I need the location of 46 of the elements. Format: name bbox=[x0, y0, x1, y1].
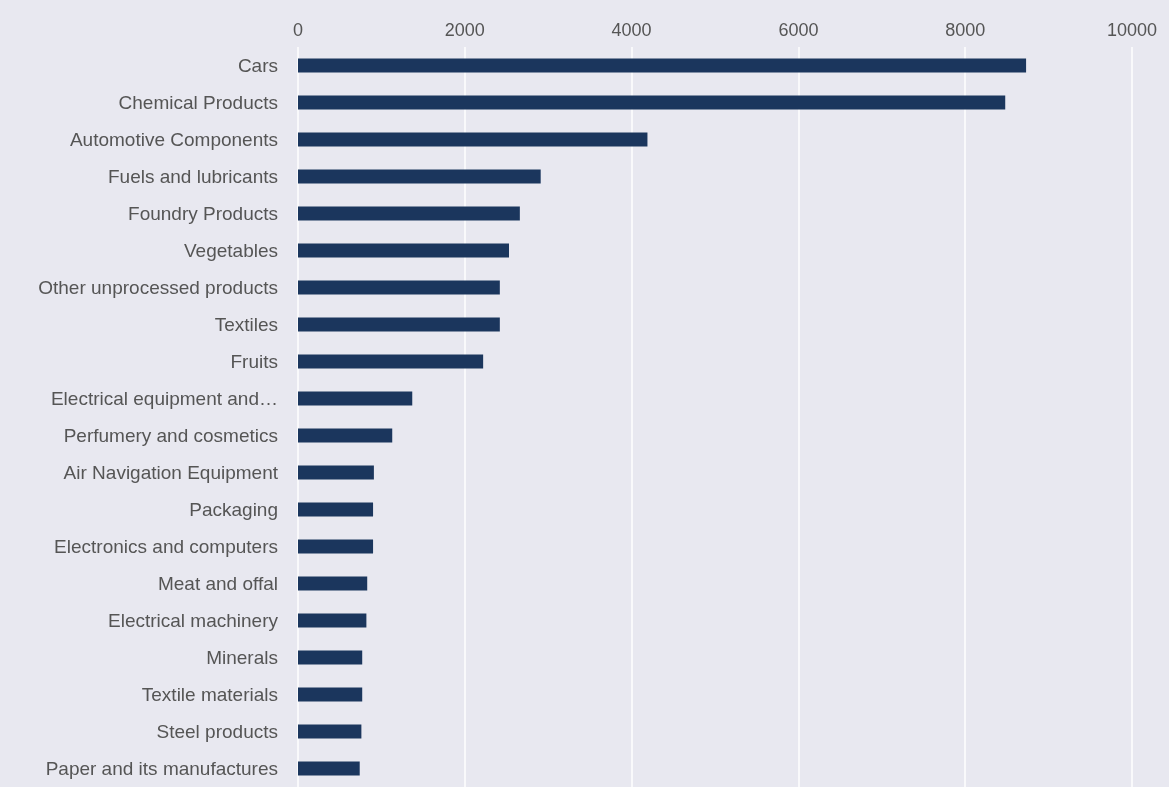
bar bbox=[298, 724, 362, 739]
bar bbox=[298, 650, 363, 665]
y-tick-label: Cars bbox=[237, 55, 278, 76]
y-tick-label: Minerals bbox=[206, 647, 278, 668]
y-tick-label: Vegetables bbox=[183, 240, 278, 261]
bar bbox=[298, 354, 484, 369]
y-tick-label: Other unprocessed products bbox=[38, 277, 278, 298]
x-tick-label: 0 bbox=[292, 20, 304, 40]
x-tick-label: 6000 bbox=[778, 20, 819, 40]
y-tick-label: Paper and its manufactures bbox=[45, 758, 278, 779]
y-tick-label: Fruits bbox=[230, 351, 278, 372]
bar bbox=[298, 687, 363, 702]
bar bbox=[298, 539, 374, 554]
y-tick-label: Textile materials bbox=[141, 684, 278, 705]
bar bbox=[298, 428, 393, 443]
y-tick-label: Electronics and computers bbox=[54, 536, 278, 557]
y-tick-label: Air Navigation Equipment bbox=[63, 462, 279, 483]
bar bbox=[298, 502, 374, 517]
x-tick-label: 2000 bbox=[444, 20, 485, 40]
bar bbox=[298, 280, 500, 295]
bar bbox=[298, 206, 520, 221]
y-tick-label: Automotive Components bbox=[69, 129, 278, 150]
y-tick-label: Fuels and lubricants bbox=[107, 166, 278, 187]
x-tick-label: 4000 bbox=[611, 20, 652, 40]
x-tick-label: 8000 bbox=[945, 20, 986, 40]
y-tick-label: Chemical Products bbox=[118, 92, 278, 113]
y-tick-label: Electrical equipment and… bbox=[50, 388, 278, 409]
bar bbox=[298, 576, 368, 591]
bar bbox=[298, 243, 509, 258]
y-tick-label: Steel products bbox=[156, 721, 278, 742]
bar bbox=[298, 613, 367, 628]
bar bbox=[298, 132, 648, 147]
y-tick-label: Textiles bbox=[214, 314, 278, 335]
bar bbox=[298, 95, 1006, 110]
y-tick-label: Foundry Products bbox=[128, 203, 278, 224]
y-tick-label: Meat and offal bbox=[157, 573, 278, 594]
y-tick-label: Packaging bbox=[189, 499, 278, 520]
y-tick-label: Perfumery and cosmetics bbox=[63, 425, 278, 446]
bar bbox=[298, 761, 360, 776]
bar bbox=[298, 58, 1027, 73]
y-tick-label: Electrical machinery bbox=[108, 610, 279, 631]
x-tick-label: 10000 bbox=[1106, 20, 1158, 40]
bar bbox=[298, 317, 500, 332]
bar bbox=[298, 465, 374, 480]
bar bbox=[298, 391, 413, 406]
bar bbox=[298, 169, 541, 184]
